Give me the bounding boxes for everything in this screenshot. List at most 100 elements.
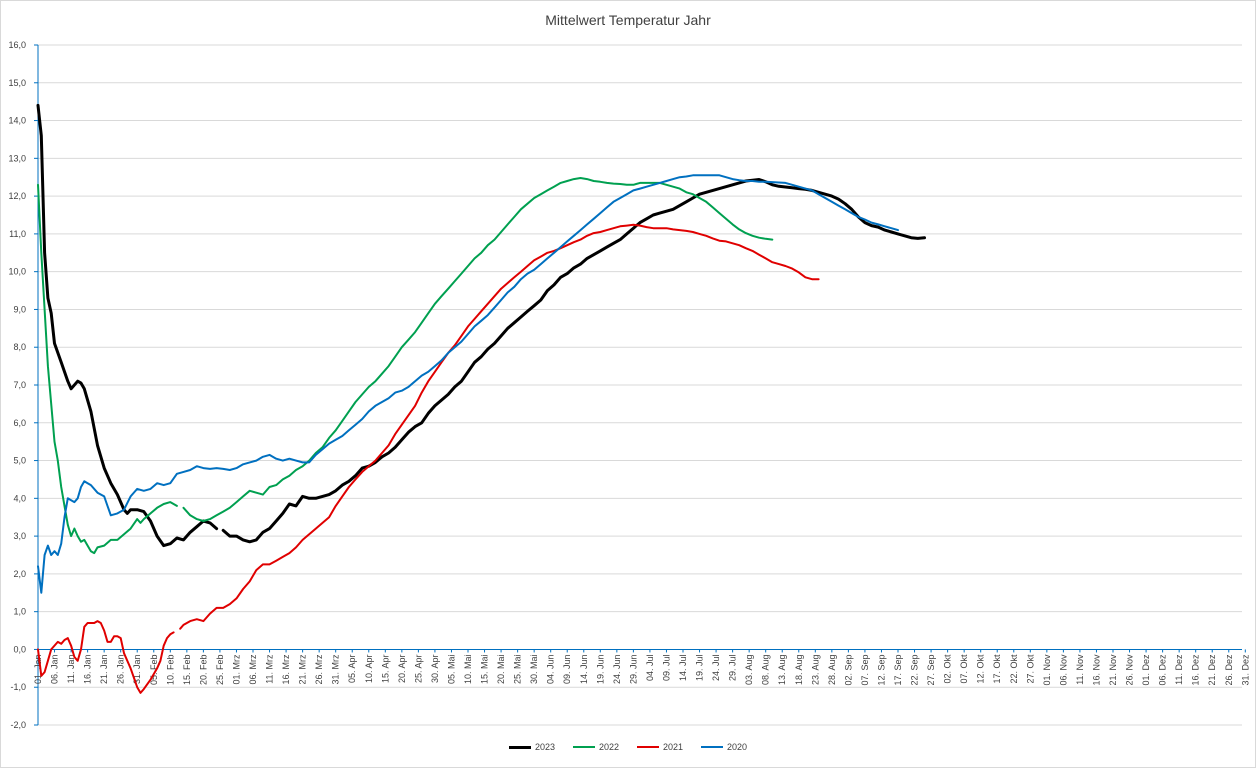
x-tick-label: 26. Dez [1224,654,1234,686]
y-tick-label: 10,0 [8,267,26,277]
legend-swatch [572,746,595,748]
x-tick-label: 01. Mrz [231,654,241,685]
x-tick-label: 21. Nov [1108,654,1118,686]
x-tick-label: 06. Nov [1058,654,1068,686]
y-tick-label: 1,0 [13,607,26,617]
x-tick-label: 20. Mai [496,654,506,684]
x-tick-label: 29. Jun [628,654,638,684]
x-tick-label: 30. Apr [430,654,440,683]
y-tick-label: 6,0 [13,418,26,428]
y-tick-label: 16,0 [8,40,26,50]
x-tick-label: 07. Okt [959,654,969,684]
x-tick-label: 20. Feb [198,654,208,685]
x-tick-label: 16. Nov [1091,654,1101,686]
x-tick-label: 31. Dez [1240,654,1250,686]
series-line-2021 [37,620,175,694]
y-tick-label: 2,0 [13,569,26,579]
x-tick-label: 26. Jan [116,654,126,684]
x-tick-label: 11. Jan [66,654,76,683]
y-tick-label: 13,0 [8,153,26,163]
x-tick-label: 19. Jul [695,654,705,681]
axes: -2,0 -1,0 0,0 1,0 2,0 3,0 4,0 5,0 6,0 7,0 8,0 9,0 10… [8,40,1250,730]
x-tick-label: 19. Jun [595,654,605,684]
x-tick-label: 14. Jun [579,654,589,684]
x-tick-label: 04. Jun [546,654,556,684]
y-tick-label: -1,0 [10,682,26,692]
series-line-2023 [36,103,219,548]
x-tick-label: 07. Sep [860,654,870,685]
x-tick-label: 25. Feb [215,654,225,685]
x-tick-label: 01. Jan [33,654,43,684]
x-tick-label: 27. Sep [926,654,936,685]
x-tick-label: 05. Feb [149,654,159,685]
series-lines [36,103,926,694]
legend: 2023 2022 2021 2020 [0,742,1256,752]
y-tick-label: 8,0 [13,342,26,352]
legend-item-2020: 2020 [701,742,747,752]
legend-item-2022: 2022 [572,742,619,752]
x-tick-label: 05. Apr [347,654,357,683]
x-tick-label: 15. Apr [380,654,390,683]
x-tick-label: 22. Sep [910,654,920,685]
x-tick-label: 21. Dez [1207,654,1217,686]
x-tick-label: 09. Jul [661,654,671,681]
x-tick-label: 06. Dez [1158,654,1168,686]
y-tick-label: 0,0 [13,644,26,654]
x-tick-label: 16. Mrz [281,654,291,685]
x-tick-label: 26. Nov [1125,654,1135,686]
x-tick-label: 06. Jan [50,654,60,684]
y-tick-label: 11,0 [9,229,26,239]
x-tick-label: 18. Aug [794,654,804,685]
x-tick-label: 10. Mai [463,654,473,684]
x-tick-label: 15. Feb [182,654,192,685]
x-tick-label: 10. Apr [364,654,374,683]
legend-item-2021: 2021 [637,742,683,752]
series-line-2020 [37,174,899,594]
x-tick-label: 21. Mrz [298,654,308,685]
x-tick-label: 05. Mai [446,654,456,684]
x-tick-label: 11. Dez [1174,654,1184,685]
legend-label: 2020 [727,742,748,752]
x-tick-label: 20. Apr [397,654,407,683]
x-tick-label: 22. Okt [1009,654,1019,684]
x-tick-label: 04. Jul [645,654,655,681]
x-tick-label: 29. Jul [728,654,738,681]
legend-label: 2022 [598,742,619,752]
x-tick-label: 03. Aug [744,654,754,685]
x-tick-label: 15. Mai [480,654,490,684]
x-tick-label: 31. Mrz [331,654,341,685]
x-tick-label: 17. Okt [992,654,1002,684]
y-tick-label: 9,0 [13,304,26,314]
x-tick-label: 25. Mai [513,654,523,684]
series-line-2022 [182,177,774,522]
y-tick-label: -2,0 [10,720,26,730]
legend-swatch [701,746,724,748]
x-tick-label: 30. Mai [529,654,539,684]
x-tick-label: 02. Okt [943,654,953,684]
gridlines [38,44,1242,726]
series-line-2021 [179,223,820,630]
x-tick-label: 16. Jan [83,654,93,684]
x-tick-label: 24. Jul [711,654,721,681]
x-tick-label: 12. Sep [876,654,886,685]
x-tick-label: 24. Jun [612,654,622,684]
x-tick-label: 31. Jan [132,654,142,684]
y-tick-label: 14,0 [8,116,26,126]
y-tick-label: 15,0 [8,78,26,88]
x-tick-label: 01. Dez [1141,654,1151,686]
x-tick-label: 06. Mrz [248,654,258,685]
x-tick-label: 08. Aug [761,654,771,685]
x-tick-label: 28. Aug [827,654,837,685]
y-tick-label: 7,0 [13,380,26,390]
x-tick-label: 25. Apr [413,654,423,683]
y-tick-label: 12,0 [8,191,26,201]
x-tick-label: 01. Nov [1042,654,1052,686]
x-tick-label: 17. Sep [893,654,903,685]
legend-item-2023: 2023 [508,742,555,752]
legend-swatch [508,745,531,749]
x-tick-label: 12. Okt [976,654,986,684]
x-tick-label: 16. Dez [1191,654,1201,686]
x-tick-label: 26. Mrz [314,654,324,685]
